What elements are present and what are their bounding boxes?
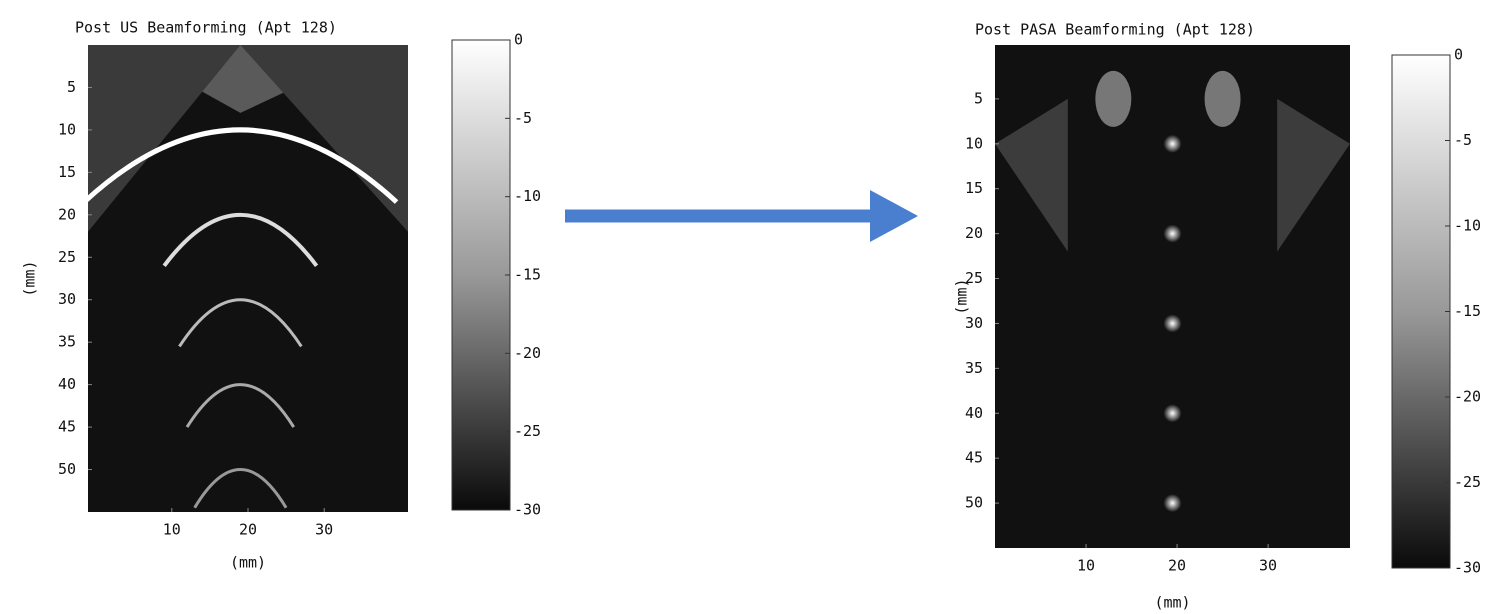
- spot: [1164, 494, 1182, 512]
- colorbar-tick-label: -5: [1454, 131, 1472, 149]
- spot: [1164, 225, 1182, 243]
- spot: [1164, 135, 1182, 153]
- y-tick-label: 5: [67, 78, 76, 96]
- y-axis-label: (mm): [21, 260, 39, 296]
- colorbar-tick-label: -10: [514, 187, 541, 205]
- colorbar-tick-label: -30: [514, 501, 541, 519]
- colorbar: [452, 40, 510, 510]
- y-tick-label: 5: [974, 89, 983, 107]
- y-tick-label: 25: [58, 248, 76, 266]
- arrow: [565, 190, 918, 242]
- x-axis-label: (mm): [1154, 594, 1190, 612]
- y-tick-label: 10: [58, 120, 76, 138]
- y-tick-label: 30: [965, 314, 983, 332]
- y-tick-label: 35: [965, 359, 983, 377]
- colorbar-tick-label: -30: [1454, 559, 1481, 577]
- colorbar-tick-label: -25: [1454, 473, 1481, 491]
- spot: [1164, 404, 1182, 422]
- y-tick-label: 45: [58, 418, 76, 436]
- x-tick-label: 20: [1168, 557, 1186, 575]
- colorbar-tick-label: -20: [514, 344, 541, 362]
- x-tick-label: 20: [239, 521, 257, 539]
- y-tick-label: 50: [965, 494, 983, 512]
- y-tick-label: 20: [58, 205, 76, 223]
- colorbar-tick-label: -25: [514, 422, 541, 440]
- y-tick-label: 40: [965, 404, 983, 422]
- texture: [1095, 71, 1131, 127]
- spot: [1164, 314, 1182, 332]
- colorbar-tick-label: 0: [514, 31, 523, 49]
- texture: [1205, 71, 1241, 127]
- colorbar-tick-label: 0: [1454, 46, 1463, 64]
- colorbar-tick-label: -20: [1454, 388, 1481, 406]
- y-axis-label: (mm): [953, 278, 971, 314]
- y-tick-label: 35: [58, 333, 76, 351]
- colorbar-tick-label: -15: [514, 266, 541, 284]
- y-tick-label: 30: [58, 290, 76, 308]
- y-tick-label: 15: [965, 179, 983, 197]
- chart-title: Post US Beamforming (Apt 128): [75, 19, 337, 37]
- y-tick-label: 10: [965, 134, 983, 152]
- page: {"chart_data":[ {"type":"image","title":…: [0, 0, 1494, 614]
- y-tick-label: 40: [58, 375, 76, 393]
- x-axis-label: (mm): [230, 554, 266, 572]
- figure: Post US Beamforming (Apt 128) 5 10 15 20 25 30…: [0, 0, 1494, 614]
- y-tick-label: 45: [965, 449, 983, 467]
- y-tick-label: 15: [58, 163, 76, 181]
- colorbar-tick-label: -10: [1454, 217, 1481, 235]
- y-tick-label: 20: [965, 224, 983, 242]
- colorbar-tick-label: -15: [1454, 302, 1481, 320]
- x-tick-label: 10: [1077, 557, 1095, 575]
- x-tick-label: 30: [315, 521, 333, 539]
- colorbar-tick-label: -5: [514, 109, 532, 127]
- y-tick-label: 50: [58, 460, 76, 478]
- colorbar: [1392, 55, 1450, 568]
- chart-title: Post PASA Beamforming (Apt 128): [975, 21, 1255, 39]
- x-tick-label: 10: [163, 521, 181, 539]
- x-tick-label: 30: [1259, 557, 1277, 575]
